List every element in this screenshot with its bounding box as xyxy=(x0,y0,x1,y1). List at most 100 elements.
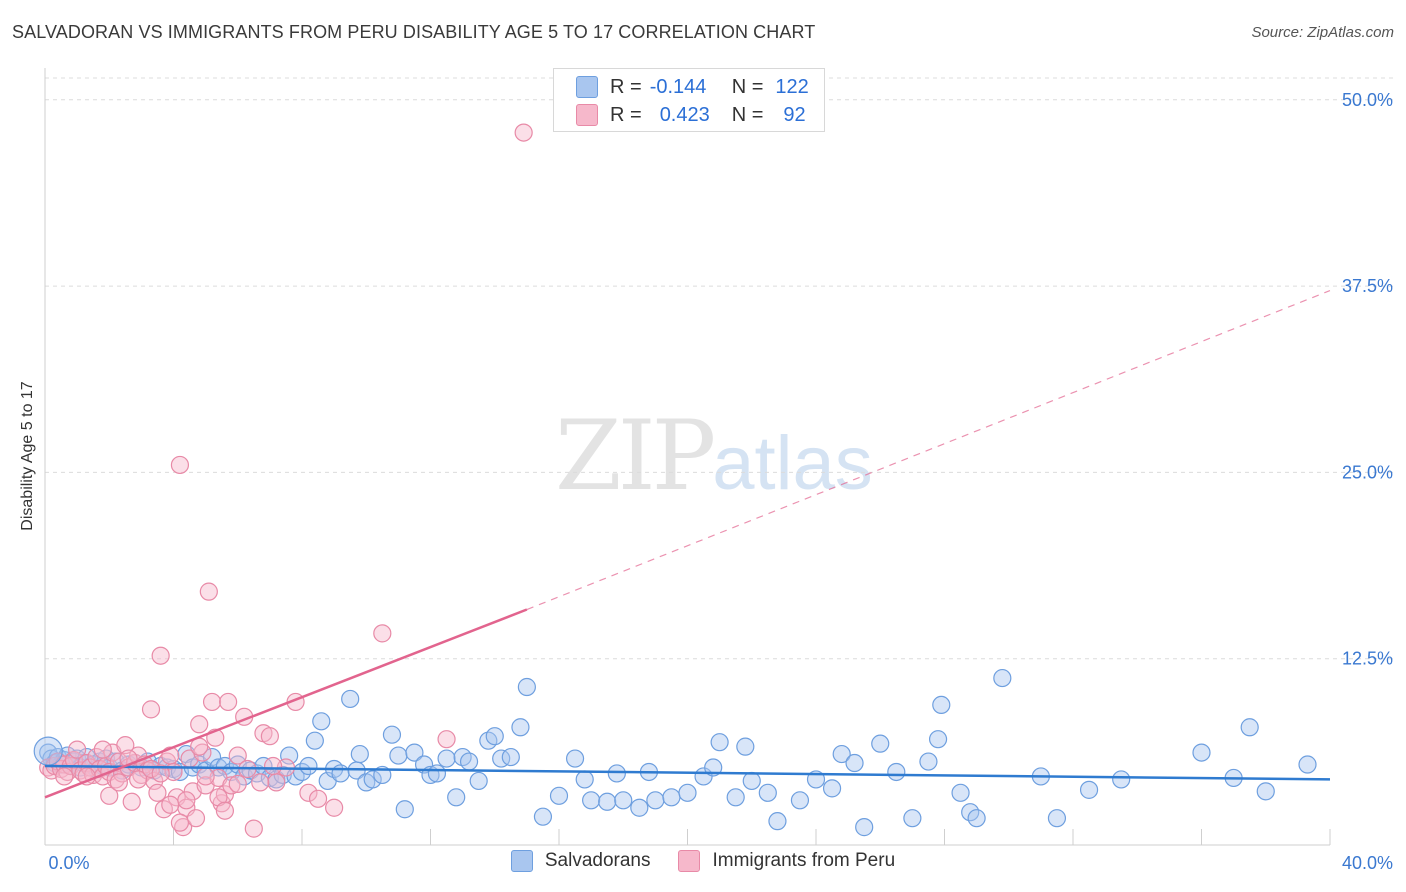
peru-point xyxy=(93,740,112,759)
peru-point xyxy=(129,770,148,789)
peru-point xyxy=(186,809,206,828)
salvadoran-point xyxy=(1298,755,1317,774)
x-tick-label: 0.0% xyxy=(48,853,89,873)
salvadoran-point xyxy=(678,783,697,802)
peru-point xyxy=(199,582,218,601)
salvadoran-point xyxy=(33,736,63,766)
peru-point xyxy=(151,764,170,783)
blue-swatch xyxy=(576,76,598,98)
peru-point xyxy=(196,767,215,786)
salvadoran-point xyxy=(341,689,360,709)
salvadoran-point xyxy=(427,764,447,783)
peru-point xyxy=(116,736,135,755)
pink-swatch xyxy=(678,850,701,872)
source-label: Source: ZipAtlas.com xyxy=(1251,24,1394,41)
y-tick-label: 25.0% xyxy=(1342,462,1393,482)
salvadoran-point xyxy=(607,764,626,783)
salvadoran-point xyxy=(565,749,585,768)
legend-r-value: 0.423 xyxy=(659,103,710,126)
x-tick-label: 40.0% xyxy=(1342,853,1393,873)
salvadoran-point xyxy=(437,749,456,768)
salvadoran-point xyxy=(575,770,594,789)
salvadoran-point xyxy=(736,737,755,756)
salvadoran-point xyxy=(501,747,520,767)
peru-point xyxy=(251,773,270,792)
salvadoran-point xyxy=(459,752,479,771)
salvadoran-point xyxy=(1047,809,1067,828)
salvadoran-point xyxy=(299,756,318,776)
peru-point xyxy=(161,795,180,814)
salvadoran-point xyxy=(932,695,951,715)
salvadoran-point xyxy=(549,786,569,805)
y-tick-label: 50.0% xyxy=(1342,90,1393,110)
peru-point xyxy=(141,700,161,719)
series-legend: Salvadorans Immigrants from Peru xyxy=(0,850,1406,872)
salvadoran-point xyxy=(710,733,729,752)
peru-point xyxy=(170,455,190,475)
peru-point xyxy=(437,730,456,749)
salvadoran-point xyxy=(395,800,414,819)
salvadoran-point xyxy=(1240,718,1259,737)
peru-point xyxy=(202,692,222,712)
salvadoran-point xyxy=(598,792,617,811)
salvadoran-point xyxy=(492,749,511,768)
peru-point xyxy=(325,798,344,817)
peru-point xyxy=(260,727,279,746)
legend-label: Immigrants from Peru xyxy=(712,850,896,871)
salvadoran-trend-line xyxy=(44,764,1331,781)
peru-point xyxy=(141,759,161,779)
salvadoran-point xyxy=(1192,743,1211,762)
peru-trend-line xyxy=(44,608,528,799)
watermark-atlas: atlas xyxy=(712,421,873,506)
salvadoran-point xyxy=(485,727,504,746)
salvadoran-point xyxy=(903,809,922,828)
legend-row-peru: R = 0.423 N = 92 xyxy=(576,101,806,129)
salvadoran-point xyxy=(919,752,938,771)
salvadoran-point xyxy=(822,779,842,798)
peru-point xyxy=(308,789,328,808)
salvadoran-point xyxy=(845,753,864,773)
salvadoran-point xyxy=(855,818,874,837)
salvadoran-point xyxy=(280,746,299,765)
peru-point xyxy=(109,773,128,792)
salvadoran-point xyxy=(887,762,906,782)
salvadoran-point xyxy=(951,783,970,802)
legend-r-label: R = xyxy=(610,103,642,126)
salvadoran-point xyxy=(993,668,1012,688)
legend-item-salvadorans[interactable]: Salvadorans xyxy=(510,850,650,872)
peru-point xyxy=(373,624,392,643)
salvadoran-point xyxy=(469,771,488,791)
correlation-legend: R = -0.144 N = 122 R = 0.423 N = 92 xyxy=(553,68,825,132)
peru-point xyxy=(55,767,74,786)
peru-point xyxy=(299,783,318,802)
salvadoran-point xyxy=(305,731,324,750)
chart-title: SALVADORAN VS IMMIGRANTS FROM PERU DISAB… xyxy=(12,22,816,42)
salvadoran-point xyxy=(742,771,761,791)
peru-point xyxy=(177,791,196,810)
watermark: ZIPatlas xyxy=(555,400,873,512)
salvadoran-point xyxy=(405,743,424,762)
y-tick-label: 37.5% xyxy=(1342,276,1393,296)
peru-point xyxy=(222,776,241,795)
salvadoran-point xyxy=(790,791,810,810)
peru-point xyxy=(122,792,141,811)
peru-point xyxy=(514,123,533,142)
peru-point xyxy=(148,783,167,802)
peru-point xyxy=(228,774,247,793)
salvadoran-point xyxy=(382,725,402,744)
peru-point xyxy=(170,813,190,832)
legend-item-peru[interactable]: Immigrants from Peru xyxy=(678,850,895,872)
legend-r-label: R = xyxy=(610,75,642,98)
salvadoran-point xyxy=(758,783,777,802)
peru-point xyxy=(145,771,164,791)
salvadoran-point xyxy=(967,809,986,828)
salvadoran-point xyxy=(614,791,633,810)
pink-swatch xyxy=(576,104,598,126)
salvadoran-point xyxy=(630,798,649,817)
salvadoran-point xyxy=(363,770,382,789)
blue-swatch xyxy=(510,850,533,872)
salvadoran-point xyxy=(533,807,553,826)
salvadoran-point xyxy=(202,747,222,767)
salvadoran-point xyxy=(662,788,681,807)
